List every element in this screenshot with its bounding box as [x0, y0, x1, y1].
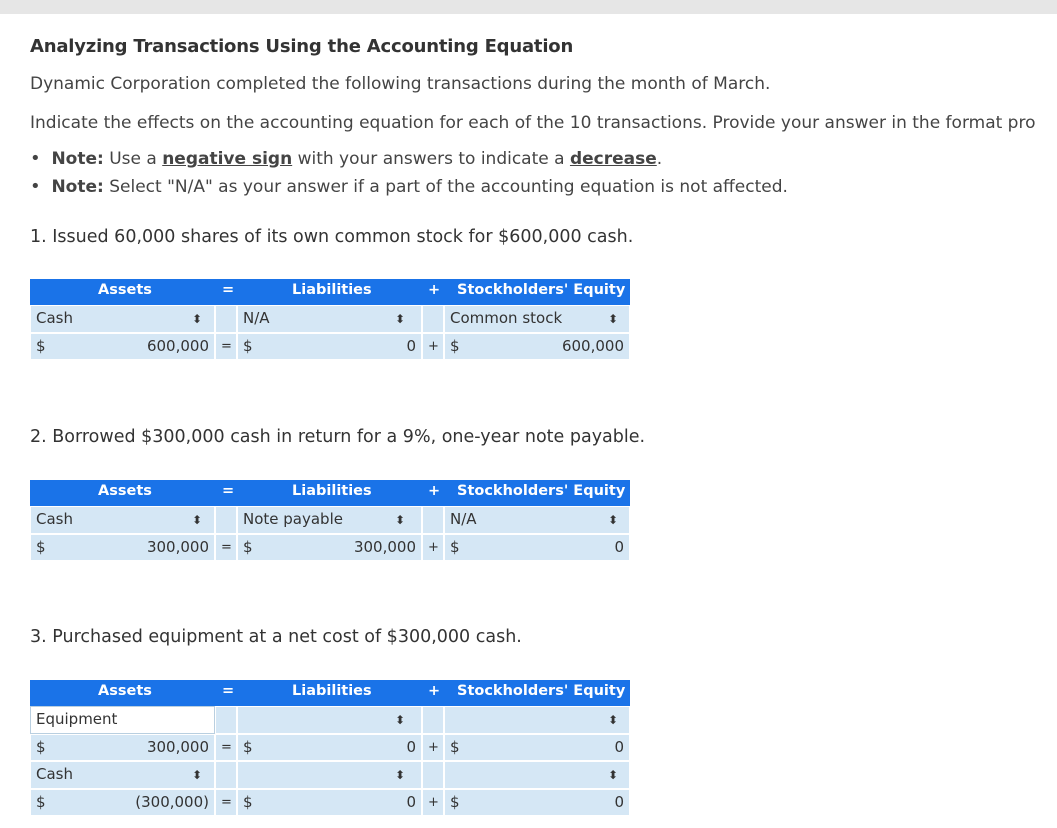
select-arrows-icon: ⬍ — [608, 513, 619, 527]
equity-header: Stockholders' Equity — [457, 683, 626, 699]
equity-account-select[interactable]: Common stock ⬍ — [444, 305, 630, 333]
select-arrows-icon: ⬍ — [608, 768, 619, 782]
equals-header: = — [222, 683, 235, 699]
asset-account-select[interactable]: Cash ⬍ — [30, 761, 215, 789]
top-bar — [0, 0, 1057, 14]
equity-account-select[interactable]: ⬍ — [444, 761, 630, 789]
table-header: Assets = Liabilities + Stockholders' Equ… — [30, 279, 630, 305]
select-arrows-icon: ⬍ — [608, 312, 619, 326]
note-text: Use a — [103, 149, 163, 169]
page-title: Analyzing Transactions Using the Account… — [30, 36, 574, 57]
equity-header: Stockholders' Equity — [457, 282, 626, 298]
liability-value-input[interactable]: $ 300,000 — [237, 534, 422, 561]
liability-account-select[interactable]: N/A ⬍ — [237, 305, 422, 333]
select-arrows-icon: ⬍ — [192, 513, 203, 527]
note-2: • Note: Select "N/A" as your answer if a… — [30, 176, 788, 197]
equity-account-select[interactable]: ⬍ — [444, 706, 630, 734]
assets-header: Assets — [98, 683, 152, 699]
liability-value-input[interactable]: $ 0 — [237, 789, 422, 816]
note-label: Note: — [51, 177, 104, 197]
equation-table-3: Assets = Liabilities + Stockholders' Equ… — [30, 680, 630, 820]
table-header: Assets = Liabilities + Stockholders' Equ… — [30, 680, 630, 706]
equity-value-input[interactable]: $ 0 — [444, 789, 630, 816]
select-arrows-icon: ⬍ — [192, 768, 203, 782]
decrease-link[interactable]: decrease — [569, 149, 657, 169]
equity-value-input[interactable]: $ 0 — [444, 534, 630, 561]
instruction-text: Indicate the effects on the accounting e… — [30, 113, 1036, 133]
select-arrows-icon: ⬍ — [395, 713, 406, 727]
bullet-icon: • — [30, 176, 41, 197]
plus-header: + — [428, 683, 441, 699]
liability-account-select[interactable]: Note payable ⬍ — [237, 506, 422, 534]
asset-value-input[interactable]: $ 300,000 — [30, 534, 215, 561]
negative-sign-link[interactable]: negative sign — [162, 149, 293, 169]
liabilities-header: Liabilities — [292, 282, 372, 298]
select-arrows-icon: ⬍ — [608, 713, 619, 727]
table-header: Assets = Liabilities + Stockholders' Equ… — [30, 480, 630, 506]
note-label: Note: — [51, 149, 104, 169]
asset-account-select[interactable]: Equipment — [30, 706, 215, 734]
question-3: 3. Purchased equipment at a net cost of … — [30, 627, 522, 647]
select-arrows-icon: ⬍ — [395, 513, 406, 527]
note-text: with your answers to indicate a — [292, 149, 570, 169]
equals-header: = — [222, 483, 235, 499]
asset-account-select[interactable]: Cash ⬍ — [30, 305, 215, 333]
question-2: 2. Borrowed $300,000 cash in return for … — [30, 427, 646, 447]
equation-table-1: Assets = Liabilities + Stockholders' Equ… — [30, 279, 630, 361]
asset-value-input[interactable]: $ (300,000) — [30, 789, 215, 816]
liabilities-header: Liabilities — [292, 683, 372, 699]
asset-account-select[interactable]: Cash ⬍ — [30, 506, 215, 534]
equals-header: = — [222, 282, 235, 298]
plus-header: + — [428, 483, 441, 499]
question-1: 1. Issued 60,000 shares of its own commo… — [30, 227, 634, 247]
select-arrows-icon: ⬍ — [192, 312, 203, 326]
equity-value-input[interactable]: $ 0 — [444, 734, 630, 761]
liability-value-input[interactable]: $ 0 — [237, 734, 422, 761]
note-1: • Note: Use a negative sign with your an… — [30, 148, 662, 169]
liabilities-header: Liabilities — [292, 483, 372, 499]
note-text: . — [656, 149, 663, 169]
asset-value-input[interactable]: $ 300,000 — [30, 734, 215, 761]
liability-account-select[interactable]: ⬍ — [237, 761, 422, 789]
equity-value-input[interactable]: $ 600,000 — [444, 333, 630, 360]
liability-account-select[interactable]: ⬍ — [237, 706, 422, 734]
select-arrows-icon: ⬍ — [395, 768, 406, 782]
assets-header: Assets — [98, 483, 152, 499]
assets-header: Assets — [98, 282, 152, 298]
liability-value-input[interactable]: $ 0 — [237, 333, 422, 360]
plus-header: + — [428, 282, 441, 298]
equation-table-2: Assets = Liabilities + Stockholders' Equ… — [30, 480, 630, 562]
equity-header: Stockholders' Equity — [457, 483, 626, 499]
note-text: Select "N/A" as your answer if a part of… — [103, 177, 788, 197]
equity-account-select[interactable]: N/A ⬍ — [444, 506, 630, 534]
bullet-icon: • — [30, 148, 41, 169]
intro-text: Dynamic Corporation completed the follow… — [30, 74, 771, 94]
select-arrows-icon: ⬍ — [395, 312, 406, 326]
asset-value-input[interactable]: $ 600,000 — [30, 333, 215, 360]
